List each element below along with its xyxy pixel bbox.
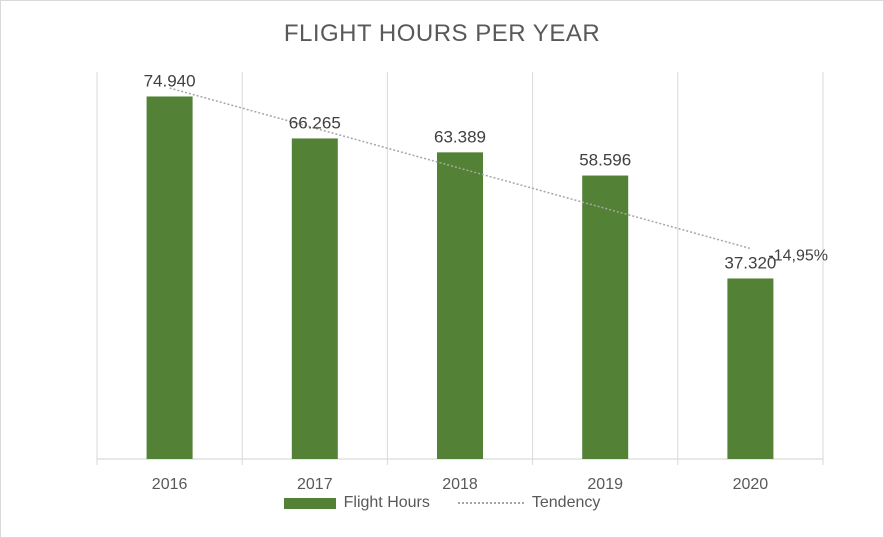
bar-2020 <box>727 278 773 459</box>
bar-2016 <box>147 96 193 459</box>
x-tick-label-2018: 2018 <box>442 476 478 493</box>
data-label-2019: 58.596 <box>579 151 631 170</box>
x-tick-label-2016: 2016 <box>152 476 188 493</box>
bar-series <box>147 96 774 459</box>
legend: Flight Hours Tendency <box>0 494 884 512</box>
trendline-label: -14,95% <box>768 247 828 264</box>
trendline-layer: -14,95% <box>170 88 828 264</box>
legend-item-flight-hours: Flight Hours <box>284 494 430 512</box>
legend-label-flight-hours: Flight Hours <box>344 494 430 512</box>
legend-swatch-line <box>458 502 524 504</box>
bar-2018 <box>437 152 483 459</box>
data-label-2020: 37.320 <box>724 253 776 272</box>
data-label-2018: 63.389 <box>434 127 486 146</box>
legend-label-tendency: Tendency <box>532 494 601 512</box>
bar-2017 <box>292 138 338 459</box>
legend-item-tendency: Tendency <box>458 494 601 512</box>
x-tick-label-2017: 2017 <box>297 476 333 493</box>
x-tick-labels: 2016 2017 2018 2019 2020 <box>152 476 768 493</box>
data-label-2016: 74.940 <box>144 71 196 90</box>
x-tick-label-2020: 2020 <box>733 476 769 493</box>
bar-2019 <box>582 176 628 459</box>
legend-swatch-bar <box>284 498 336 509</box>
x-tick-label-2019: 2019 <box>587 476 623 493</box>
data-label-2017: 66.265 <box>289 113 341 132</box>
